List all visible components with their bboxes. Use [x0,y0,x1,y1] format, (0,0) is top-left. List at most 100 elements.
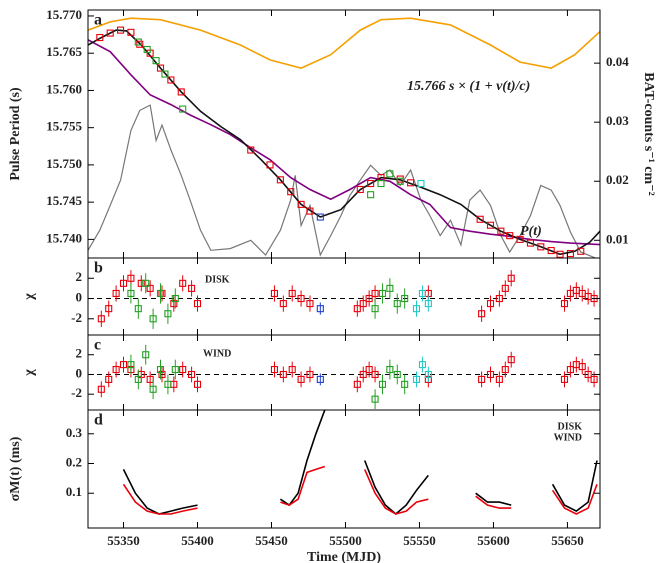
marker [371,305,379,313]
marker [495,375,503,383]
marker [158,370,166,379]
y-tick-label: 15.765 [46,44,82,59]
marker [247,146,255,154]
marker [417,179,425,188]
series-line [122,410,598,516]
y2-tick-label: 0.01 [606,231,629,246]
marker [359,370,367,379]
marker [119,361,128,369]
marker [270,365,279,374]
marker [401,380,409,388]
marker [142,351,150,359]
y-axis-label: σM(t) (ms) [8,436,23,501]
marker [119,279,128,287]
marker [152,57,160,65]
y2-tick-label: 0.02 [606,172,629,187]
marker [171,294,179,303]
y-tick-label: 0 [76,365,83,380]
marker [386,170,394,178]
marker [306,370,314,379]
marker [161,70,169,78]
marker [134,305,142,313]
x-tick-label: 55650 [551,533,584,548]
marker [547,247,555,255]
marker [378,380,387,388]
panel-label: d [94,412,103,429]
x-axis-label: Time (MJD) [307,550,381,563]
marker [393,300,401,308]
marker [501,284,509,292]
y-tick-label: 0.1 [66,484,82,499]
marker [418,289,426,298]
marker [497,227,505,235]
marker [306,207,314,215]
marker [353,305,361,313]
y-tick-label: 15.740 [46,230,82,245]
marker [179,365,187,374]
marker [117,26,125,34]
marker [316,305,324,313]
marker [371,370,379,379]
x-tick-label: 55350 [107,533,140,548]
marker [378,289,387,298]
marker [386,284,394,292]
y-tick-label: 0.3 [66,425,83,440]
marker [127,361,135,369]
marker [356,185,364,194]
panel-label: c [94,337,101,354]
marker [297,294,305,303]
panel [122,410,598,516]
marker [270,289,279,298]
y2-tick-label: 0.04 [606,54,629,69]
marker [578,363,586,371]
marker [560,375,569,383]
marker [316,213,324,221]
marker [297,200,305,208]
panel [88,344,600,410]
marker [134,38,142,46]
marker [279,300,287,308]
marker [149,385,157,393]
panel-frame [87,409,601,529]
marker [371,289,379,298]
marker [171,365,179,374]
marker [105,375,113,383]
marker [495,294,503,303]
marker [577,247,585,255]
marker [584,370,592,379]
panel-label: a [94,12,102,29]
y-tick-label: 2 [76,269,83,284]
marker [279,370,287,379]
marker [367,191,375,199]
annotation: WIND [203,348,231,359]
marker [146,284,154,292]
series-line [122,465,598,515]
marker [164,380,172,388]
marker [127,274,135,282]
marker [97,315,105,323]
y-tick-label: 15.755 [46,119,82,134]
marker [188,284,196,292]
marker [424,300,432,308]
marker [501,365,509,374]
marker [179,279,187,287]
marker [365,365,373,374]
marker [486,300,495,308]
x-tick-label: 55500 [329,533,362,548]
y-tick-label: 15.770 [46,7,82,22]
marker [112,289,120,298]
x-tick-label: 55450 [255,533,288,548]
marker [276,176,284,184]
marker [476,215,484,223]
marker [316,375,324,383]
y2-tick-label: 0.03 [606,113,629,128]
marker [297,375,305,383]
y-tick-label: 15.760 [46,81,82,96]
x-tick-label: 55400 [181,533,214,548]
marker [167,76,175,84]
marker [266,161,274,169]
marker [556,250,564,258]
marker [112,365,120,374]
marker [424,370,432,379]
